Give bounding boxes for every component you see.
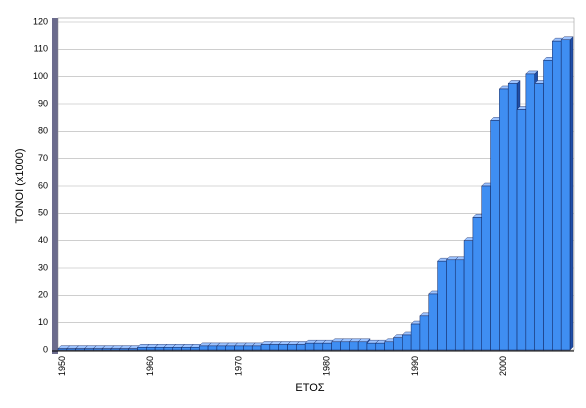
bar: [287, 344, 297, 351]
bar: [349, 341, 359, 351]
y-tick-label: 90: [38, 98, 48, 108]
bar: [331, 341, 341, 351]
bar: [366, 342, 377, 351]
bar: [190, 347, 200, 351]
y-tick-label: 70: [38, 153, 48, 163]
bar: [137, 347, 147, 351]
bar: [525, 73, 535, 351]
bar: [481, 185, 491, 351]
bar: [243, 345, 253, 351]
bar-side: [569, 36, 574, 351]
bar: [296, 344, 306, 351]
bar: [463, 240, 474, 351]
x-tick-label: 1960: [145, 356, 155, 376]
x-tick-label: 1950: [57, 356, 67, 376]
bar: [454, 259, 465, 351]
x-tick-label: 1970: [233, 356, 243, 376]
bar: [507, 83, 518, 351]
bar: [93, 348, 103, 351]
bar: [446, 259, 456, 351]
bar: [402, 334, 412, 351]
bar: [534, 83, 544, 351]
bar: [560, 39, 571, 351]
bar: [428, 293, 438, 351]
bar: [110, 348, 121, 351]
bar: [393, 337, 403, 351]
bar: [207, 345, 218, 351]
y-tick-label: 20: [38, 290, 48, 300]
bar: [251, 345, 262, 351]
bar: [552, 40, 562, 351]
y-tick-label: 80: [38, 126, 48, 136]
bar: [101, 348, 112, 351]
bar: [216, 345, 226, 351]
bar: [543, 60, 553, 351]
y-tick-label: 60: [38, 180, 48, 190]
bar: [375, 342, 385, 351]
y-tick-label: 120: [33, 16, 48, 26]
y-tick-label: 110: [34, 44, 48, 54]
bar: [66, 348, 76, 351]
bar: [225, 345, 235, 351]
bar: [340, 341, 350, 351]
bar: [269, 344, 279, 351]
y-tick-label: 0: [43, 344, 48, 354]
bar: [198, 345, 209, 351]
bar: [516, 109, 527, 351]
bar: [322, 342, 332, 351]
y-tick-label: 100: [33, 71, 48, 81]
x-tick-label: 2000: [498, 356, 508, 376]
bar: [278, 344, 288, 351]
bar: [499, 88, 509, 351]
y-tick-label: 40: [38, 235, 48, 245]
left-wall: [52, 18, 58, 354]
bar: [357, 341, 368, 351]
bar: [260, 344, 271, 351]
bar: [472, 217, 482, 351]
bar: [313, 342, 324, 351]
bar: [437, 260, 447, 351]
bar: [84, 348, 94, 351]
y-tick-label: 50: [38, 208, 48, 218]
x-tick-label: 1980: [322, 356, 332, 376]
x-axis-title: ΕΤΟΣ: [295, 382, 324, 394]
x-tick-label: 1990: [410, 356, 420, 376]
bar: [146, 347, 156, 351]
bar: [410, 323, 421, 351]
bar: [384, 341, 394, 351]
bar: [163, 347, 174, 351]
bar: [181, 347, 191, 351]
bar: [490, 120, 500, 351]
bar: [119, 348, 129, 351]
y-tick-label: 10: [38, 317, 48, 327]
bar: [304, 342, 315, 351]
bar: [75, 348, 85, 351]
bar: [57, 348, 68, 351]
y-tick-label: 30: [38, 262, 48, 272]
bar: [128, 348, 138, 351]
y-axis-title: ΤΟΝΟΙ (x1000): [14, 149, 26, 224]
bar: [234, 345, 244, 351]
bar: [419, 315, 430, 351]
bar: [172, 347, 182, 351]
bar: [154, 347, 165, 351]
